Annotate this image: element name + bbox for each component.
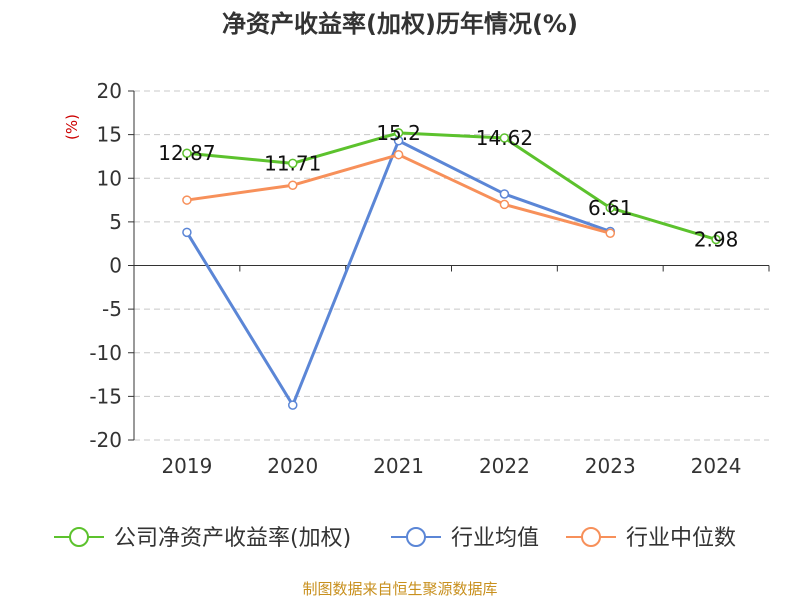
legend-label: 行业中位数	[626, 526, 736, 551]
data-label: 12.87	[158, 141, 215, 165]
data-label: 2.98	[694, 227, 739, 251]
data-point-industry_median	[182, 195, 192, 205]
data-point-company	[182, 148, 192, 158]
data-point-company	[393, 128, 404, 138]
data-point-industry_median	[605, 228, 615, 238]
y-tick-label: -10	[89, 341, 122, 365]
legend-label: 行业均值	[451, 526, 539, 551]
y-tick-label: 10	[97, 166, 122, 190]
data-label: 6.61	[588, 196, 633, 220]
x-tick-label: 2021	[373, 454, 424, 478]
series-lines	[182, 128, 721, 410]
x-tick-label: 2024	[691, 454, 742, 478]
data-point-industry_median	[288, 180, 298, 190]
legend-swatch-marker	[581, 527, 601, 547]
data-label: 15.2	[376, 121, 421, 145]
data-point-company	[605, 203, 615, 213]
series-line-industry_avg	[185, 139, 611, 407]
y-tick-label: 20	[97, 79, 122, 103]
x-tick-label: 2019	[161, 454, 212, 478]
y-tick-label: -5	[102, 297, 122, 321]
data-point-industry_avg	[288, 400, 298, 410]
legend-swatch-marker	[69, 527, 89, 547]
x-tick-label: 2022	[479, 454, 530, 478]
data-labels: 12.87 11.71 15.2 14.62 6.61 2.98	[158, 121, 738, 252]
y-tick-label: 15	[97, 123, 122, 147]
x-tick-label: 2023	[585, 454, 636, 478]
data-label: 14.62	[476, 126, 533, 150]
source-note: 制图数据来自恒生聚源数据库	[302, 580, 497, 598]
data-point-industry_avg	[499, 189, 510, 199]
grid-lines	[134, 90, 769, 441]
y-axis-unit-label: (%)	[63, 114, 81, 140]
x-tick-label: 2020	[267, 454, 318, 478]
legend-swatch-marker	[406, 527, 426, 547]
y-tick-label: 0	[109, 254, 122, 278]
series-line-company	[186, 131, 717, 241]
y-tick-label: -20	[89, 428, 122, 452]
data-point-company	[711, 234, 721, 245]
data-label: 11.71	[264, 151, 321, 175]
y-tick-label: -15	[89, 384, 122, 408]
chart-title: 净资产收益率(加权)历年情况(%)	[222, 10, 578, 38]
data-point-industry_avg	[182, 227, 192, 238]
y-tick-label: 5	[109, 210, 122, 234]
data-point-industry_median	[499, 199, 510, 210]
data-point-industry_median	[393, 149, 404, 160]
data-point-company	[499, 133, 510, 143]
axes: 20 15 10 5 0 -5 -10 -15 -20 2019 2020 2021 2022 2023 2…	[89, 79, 770, 478]
legend: 公司净资产收益率(加权) 行业均值 行业中位数	[54, 526, 736, 551]
legend-label: 公司净资产收益率(加权)	[114, 526, 351, 551]
data-point-company	[288, 158, 298, 169]
